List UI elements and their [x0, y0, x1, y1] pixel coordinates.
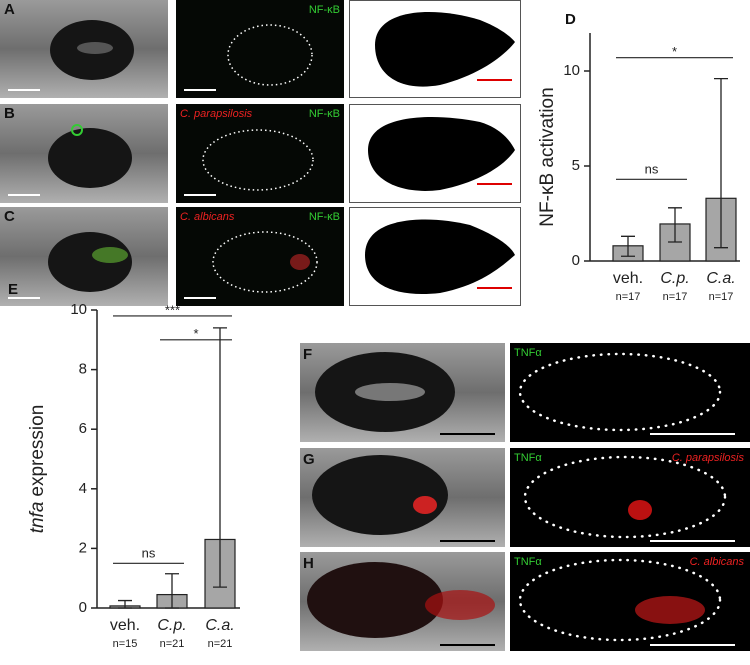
panel-label: D — [565, 11, 576, 28]
y-axis-label-rest: expression — [27, 405, 48, 497]
y-axis-label-italic: tnfa — [27, 502, 48, 534]
y-tick-label: 10 — [563, 62, 580, 79]
panel-label: G — [303, 451, 315, 468]
significance-label: * — [672, 44, 677, 59]
y-tick-label: 10 — [70, 301, 87, 318]
x-tick-label: C.p. — [157, 617, 186, 634]
y-tick-label: 6 — [79, 420, 87, 437]
row-h — [300, 552, 750, 651]
error-bar — [213, 327, 227, 588]
panel-label: C — [4, 208, 15, 225]
species-label: C. parapsilosis — [672, 452, 745, 464]
significance-label: *** — [165, 302, 180, 317]
x-tick-label: veh. — [110, 617, 140, 634]
marker-label: TNFα — [514, 452, 542, 464]
species-label: C. albicans — [690, 556, 745, 568]
y-axis-label: NF-κB activation — [537, 87, 558, 226]
significance-label: ns — [645, 162, 659, 177]
row-b — [0, 104, 521, 203]
n-label: n=15 — [113, 638, 138, 650]
n-label: n=21 — [208, 638, 233, 650]
x-tick-label: C.a. — [205, 617, 234, 634]
x-tick-label: veh. — [613, 270, 643, 287]
marker-label: NF-κB — [309, 211, 340, 223]
significance-label: * — [193, 326, 198, 341]
error-bar — [668, 207, 682, 243]
images — [0, 0, 750, 651]
panel-label: E — [8, 281, 18, 298]
y-tick-label: 4 — [79, 480, 87, 497]
y-tick-label: 8 — [79, 361, 87, 378]
marker-label: NF-κB — [309, 4, 340, 16]
n-label: n=17 — [663, 291, 688, 303]
row-g — [300, 448, 750, 547]
row-f — [300, 343, 750, 442]
marker-label: TNFα — [514, 347, 542, 359]
x-tick-label: C.a. — [706, 270, 735, 287]
error-bar — [165, 573, 179, 609]
panel-label: B — [4, 105, 15, 122]
chart: 0 2 4 6 8 10 tnfa expression veh. n=15 C.p. n=21 C.a… — [27, 301, 240, 650]
panel-label: F — [303, 346, 312, 363]
marker-label: NF-κB — [309, 108, 340, 120]
error-bar — [118, 599, 132, 609]
chart: 0 5 10 NF-κB activation veh. n=17 C.p. n=17 C.a.… — [537, 33, 740, 303]
species-label: C. parapsilosis — [180, 108, 253, 120]
error-bar — [714, 77, 728, 249]
n-label: n=17 — [616, 291, 641, 303]
y-tick-label: 5 — [572, 157, 580, 174]
y-tick-label: 0 — [572, 252, 580, 269]
n-label: n=21 — [160, 638, 185, 650]
marker-label: TNFα — [514, 556, 542, 568]
species-label: C. albicans — [180, 211, 235, 223]
row-c — [0, 207, 521, 306]
error-bar — [621, 235, 635, 257]
n-label: n=17 — [709, 291, 734, 303]
row-a — [0, 0, 521, 98]
panel-label: A — [4, 1, 15, 18]
y-tick-label: 2 — [79, 539, 87, 556]
y-axis-label: tnfa expression — [27, 405, 48, 534]
panel-label: H — [303, 555, 314, 572]
x-tick-label: C.p. — [660, 270, 689, 287]
significance-label: ns — [142, 546, 156, 561]
y-tick-label: 0 — [79, 599, 87, 616]
